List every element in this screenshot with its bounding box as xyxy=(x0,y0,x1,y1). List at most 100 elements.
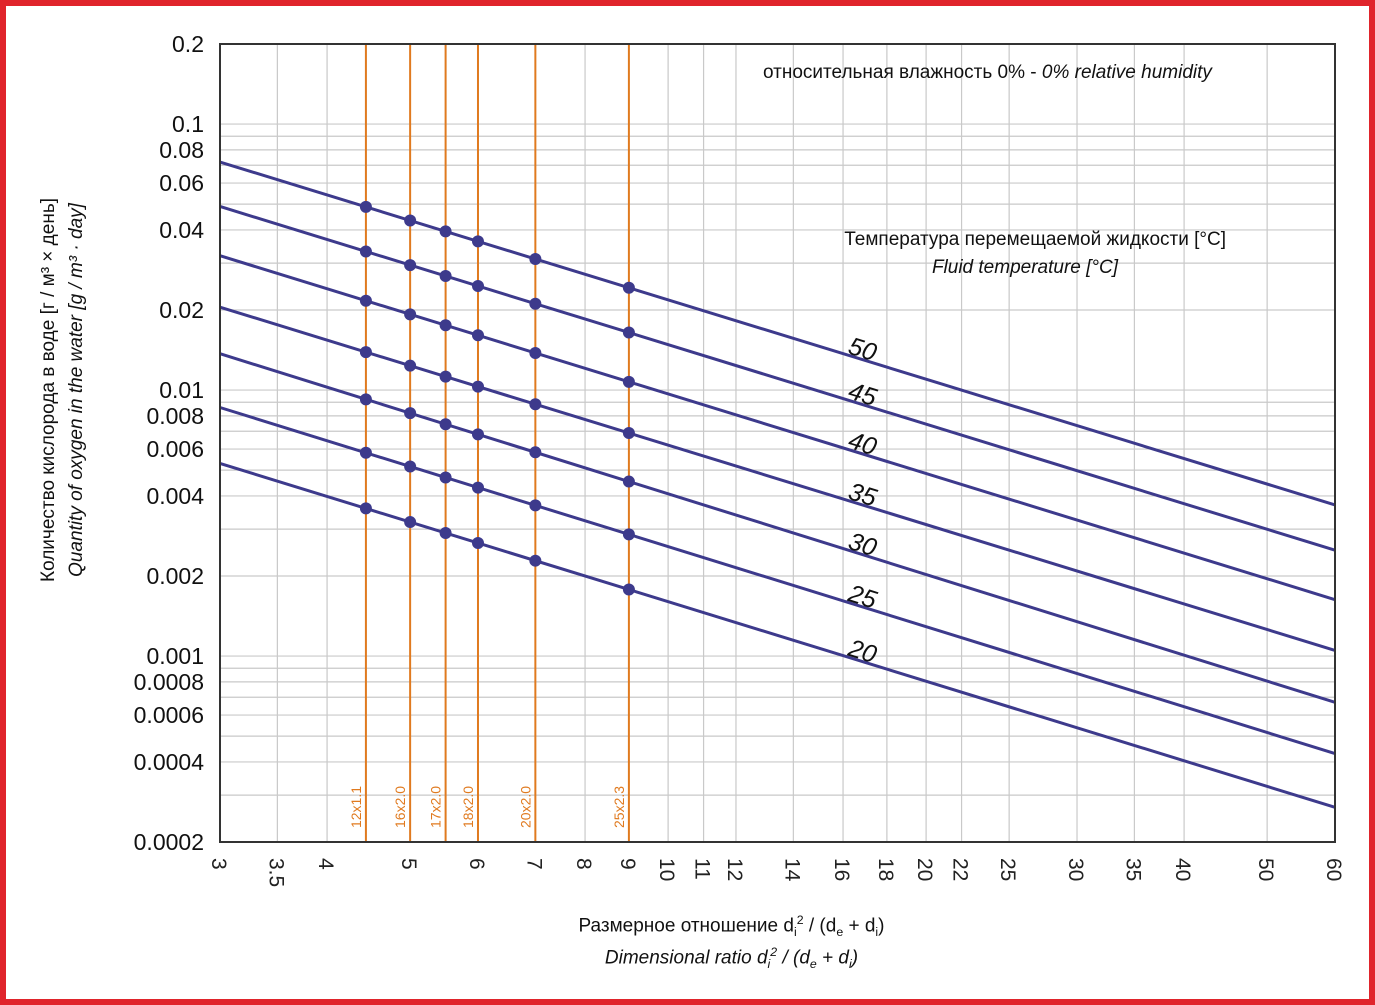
series-point-35 xyxy=(359,346,372,359)
x-tick-label: 6 xyxy=(465,858,488,870)
series-point-20 xyxy=(404,516,417,529)
humidity-annotation: относительная влажность 0% - 0% relative… xyxy=(763,62,1212,84)
x-tick-label: 8 xyxy=(572,858,595,870)
pipe-size-label: 17x2.0 xyxy=(428,786,444,828)
x-tick-label: 16 xyxy=(830,858,853,881)
x-tick-label: 3.5 xyxy=(264,858,287,887)
series-point-25 xyxy=(529,499,542,512)
x-tick-label: 12 xyxy=(723,858,746,881)
series-point-30 xyxy=(439,418,452,431)
x-label-ru-part: Размерное отношение d xyxy=(578,915,794,937)
series-point-40 xyxy=(404,308,417,321)
x-tick-label: 35 xyxy=(1121,858,1144,881)
temperature-title-ru: Температура перемещаемой жидкости [°C] xyxy=(844,229,1226,250)
series-point-50 xyxy=(439,225,452,238)
x-axis-label-ru: Размерное отношение di2 / (de + di) xyxy=(0,913,1375,939)
y-tick-label: 0.002 xyxy=(146,563,204,589)
x-label-ru-part: / (d xyxy=(803,915,837,937)
x-tick-label: 25 xyxy=(996,858,1019,881)
series-point-25 xyxy=(404,460,417,473)
plot-area xyxy=(220,44,1335,842)
series-point-25 xyxy=(471,481,484,494)
x-tick-label: 50 xyxy=(1254,858,1277,881)
series-point-20 xyxy=(622,583,635,596)
series-point-40 xyxy=(439,319,452,332)
x-tick-label: 40 xyxy=(1171,858,1194,881)
y-axis-label-ru: Количество кислорода в воде [г / м³ × де… xyxy=(38,198,59,582)
x-tick-label: 30 xyxy=(1064,858,1087,881)
series-point-35 xyxy=(529,398,542,411)
series-point-20 xyxy=(359,502,372,515)
series-point-20 xyxy=(471,536,484,549)
series-point-30 xyxy=(471,428,484,441)
series-point-45 xyxy=(359,245,372,258)
x-label-en-sub: e xyxy=(809,957,817,972)
x-tick-label: 5 xyxy=(397,858,420,870)
x-label-en-part: + d xyxy=(816,947,850,969)
pipe-size-label: 12x1.1 xyxy=(348,786,364,828)
series-point-25 xyxy=(622,528,635,541)
series-point-45 xyxy=(404,259,417,272)
humidity-ru: относительная влажность 0% xyxy=(763,62,1025,83)
x-tick-label: 60 xyxy=(1322,858,1345,881)
y-tick-label: 0.001 xyxy=(146,643,204,669)
humidity-separator: - xyxy=(1024,62,1042,83)
series-point-35 xyxy=(471,380,484,393)
y-tick-label: 0.04 xyxy=(159,217,204,243)
x-tick-label: 18 xyxy=(874,858,897,881)
y-tick-label: 0.008 xyxy=(146,403,204,429)
series-point-20 xyxy=(439,527,452,540)
x-label-en-sub: i xyxy=(849,957,852,972)
x-tick-label: 3 xyxy=(207,858,230,870)
x-tick-label: 7 xyxy=(522,858,545,870)
y-tick-label: 0.01 xyxy=(159,377,204,403)
y-tick-label: 0.006 xyxy=(146,436,204,462)
x-label-ru-sup: 2 xyxy=(796,913,804,927)
series-point-30 xyxy=(359,393,372,406)
series-point-50 xyxy=(471,235,484,248)
series-point-45 xyxy=(529,297,542,310)
y-tick-label: 0.02 xyxy=(159,297,204,323)
x-label-en-sup: 2 xyxy=(770,945,778,959)
x-tick-label: 4 xyxy=(314,858,337,870)
series-point-40 xyxy=(359,294,372,307)
pipe-size-label: 25x2.3 xyxy=(611,786,627,828)
series-point-35 xyxy=(404,359,417,372)
x-label-ru-part: ) xyxy=(878,915,885,937)
x-label-en-part: ) xyxy=(851,947,859,969)
y-axis-label-en: Quantity of oxygen in the water [g / m³ … xyxy=(66,203,87,577)
humidity-en: 0% relative humidity xyxy=(1041,62,1212,83)
series-point-20 xyxy=(529,554,542,567)
series-point-50 xyxy=(359,200,372,213)
temperature-title-en: Fluid temperature [°C] xyxy=(931,257,1118,278)
x-tick-label: 22 xyxy=(949,858,972,881)
plot-border xyxy=(219,43,1336,843)
pipe-size-label: 20x2.0 xyxy=(517,786,533,828)
x-label-en-part: / (d xyxy=(777,947,810,969)
y-tick-label: 0.004 xyxy=(146,483,204,509)
series-point-40 xyxy=(471,329,484,342)
pipe-size-label: 18x2.0 xyxy=(460,786,476,828)
series-point-30 xyxy=(404,407,417,420)
x-tick-label: 11 xyxy=(691,858,714,880)
series-point-45 xyxy=(622,326,635,339)
x-label-ru-sub: i xyxy=(875,925,879,940)
series-point-35 xyxy=(622,427,635,440)
y-tick-label: 0.06 xyxy=(159,170,204,196)
series-point-50 xyxy=(622,281,635,294)
y-tick-label: 0.0006 xyxy=(134,702,204,728)
series-point-30 xyxy=(622,475,635,488)
x-tick-label: 9 xyxy=(616,858,639,870)
series-point-25 xyxy=(439,471,452,484)
y-tick-label: 0.0008 xyxy=(134,669,204,695)
series-point-30 xyxy=(529,446,542,459)
series-point-50 xyxy=(529,253,542,266)
x-tick-label: 20 xyxy=(913,858,936,881)
x-label-en-part: Dimensional ratio d xyxy=(604,947,768,969)
x-label-ru-sub: i xyxy=(793,925,797,940)
y-tick-label: 0.0004 xyxy=(134,749,205,775)
x-axis-label-en: Dimensional ratio di2 / (de + di) xyxy=(0,945,1375,971)
x-label-ru-sub: e xyxy=(836,925,844,940)
series-point-25 xyxy=(359,446,372,459)
